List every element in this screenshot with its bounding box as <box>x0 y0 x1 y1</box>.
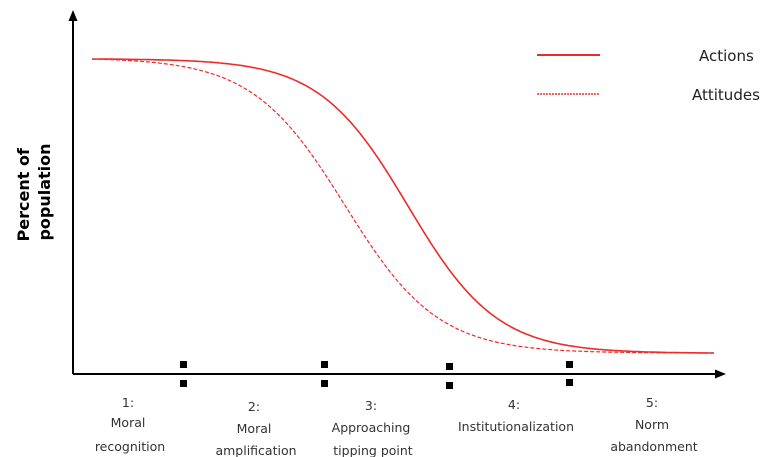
stage-1-label: 1: Moral recognition <box>95 395 165 454</box>
stage-2-number: 2: <box>248 399 260 414</box>
axes <box>68 10 726 379</box>
stage-1-title-line-2: recognition <box>95 439 165 454</box>
stage-4-label: 4: Institutionalization <box>458 397 574 434</box>
stage-3-title-line-1: Approaching <box>332 420 411 435</box>
stage-1-number: 1: <box>122 395 134 410</box>
stage-5-title-line-2: abandonment <box>610 439 697 454</box>
attitudes-curve <box>91 58 714 354</box>
stage-boundary-marker-icon <box>566 361 573 386</box>
y-axis-label-line-1: Percent of <box>14 147 33 241</box>
y-axis-label-line-2: population <box>35 143 54 240</box>
stage-labels: 1: Moral recognition 2: Moral amplificat… <box>95 395 698 457</box>
stage-2-title-line-1: Moral <box>237 421 272 436</box>
stage-5-label: 5: Norm abandonment <box>610 395 697 454</box>
legend-actions-label: Actions <box>699 47 754 65</box>
stage-3-title-line-2: tipping point <box>333 443 413 457</box>
actions-curve <box>92 58 714 354</box>
stage-3-label: 3: Approaching tipping point <box>332 398 415 457</box>
y-axis-label: Percent of population <box>14 143 54 242</box>
stage-4-number: 4: <box>508 397 520 412</box>
stage-boundary-marker-icon <box>180 361 187 387</box>
stage-boundary-marker-icon <box>321 361 328 387</box>
stage-1-title-line-1: Moral <box>111 415 146 430</box>
legend: Actions Attitudes <box>537 47 760 104</box>
stage-4-title-line-1: Institutionalization <box>458 419 574 434</box>
stage-5-number: 5: <box>646 395 658 410</box>
stage-3-number: 3: <box>365 398 377 413</box>
stage-5-title-line-1: Norm <box>635 417 669 432</box>
stage-2-title-line-2: amplification <box>215 443 296 457</box>
legend-attitudes-label: Attitudes <box>692 86 760 104</box>
stage-boundary-markers <box>180 361 573 389</box>
x-axis-arrow-icon <box>715 369 726 379</box>
stage-boundary-marker-icon <box>446 363 453 389</box>
y-axis-arrow-icon <box>68 10 78 21</box>
stage-2-label: 2: Moral amplification <box>215 399 296 457</box>
curves <box>91 58 714 354</box>
